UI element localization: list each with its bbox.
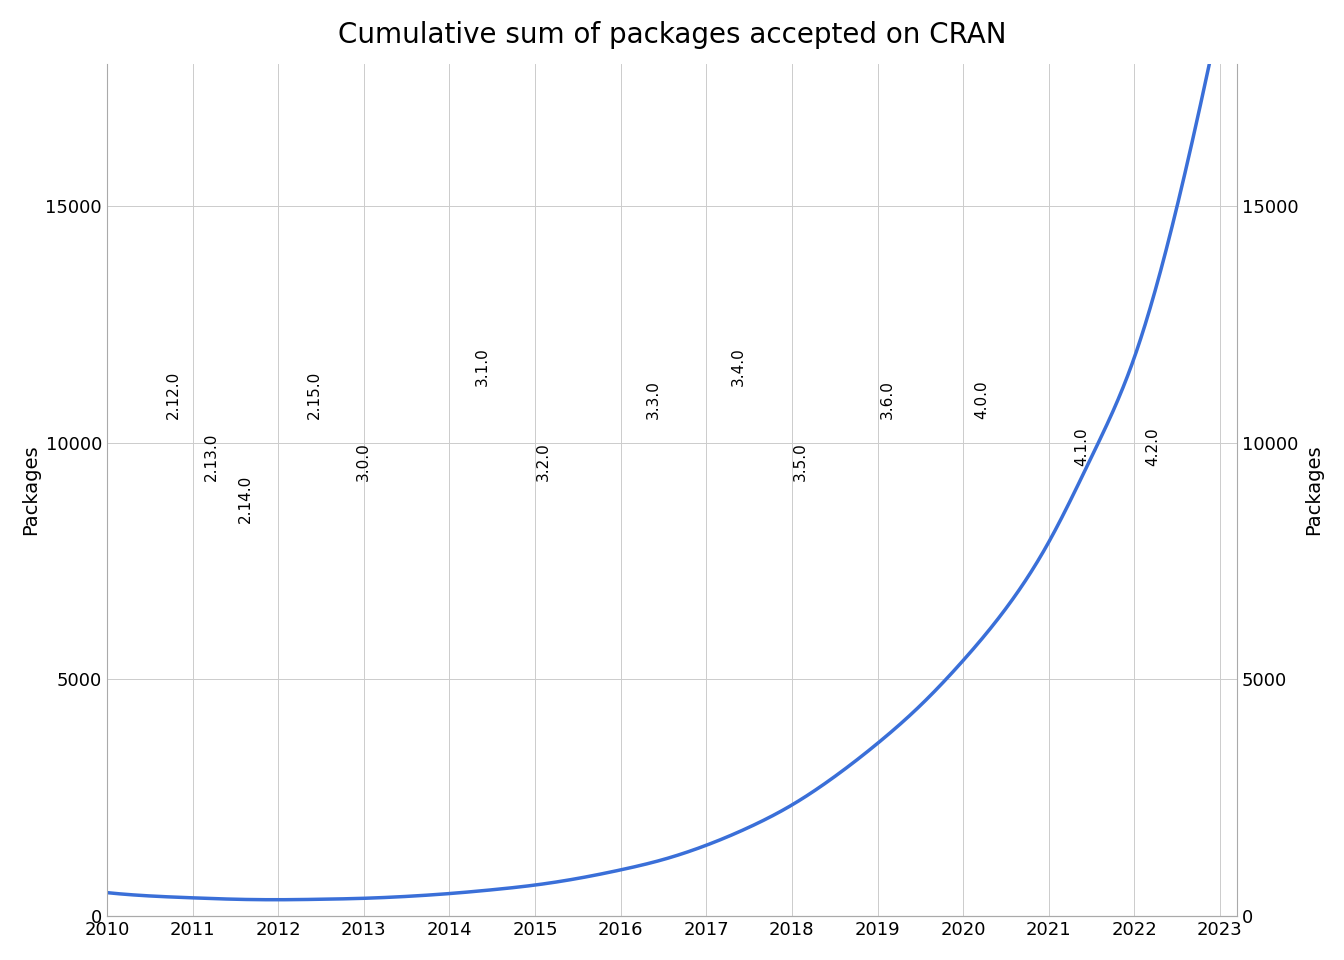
Text: 3.0.0: 3.0.0 <box>356 442 371 481</box>
Text: 4.2.0: 4.2.0 <box>1145 427 1161 467</box>
Y-axis label: Packages: Packages <box>22 444 40 536</box>
Text: 3.5.0: 3.5.0 <box>793 442 808 481</box>
Y-axis label: Packages: Packages <box>1304 444 1322 536</box>
Text: 3.2.0: 3.2.0 <box>536 442 551 481</box>
Text: 4.0.0: 4.0.0 <box>974 380 989 419</box>
Text: 3.3.0: 3.3.0 <box>645 380 661 419</box>
Text: 2.14.0: 2.14.0 <box>238 475 253 523</box>
Text: 2.15.0: 2.15.0 <box>306 371 321 419</box>
Text: 2.12.0: 2.12.0 <box>167 371 181 419</box>
Text: 3.1.0: 3.1.0 <box>474 347 489 386</box>
Text: 2.13.0: 2.13.0 <box>204 432 219 481</box>
Text: 4.1.0: 4.1.0 <box>1074 427 1089 467</box>
Title: Cumulative sum of packages accepted on CRAN: Cumulative sum of packages accepted on C… <box>337 21 1007 49</box>
Text: 3.6.0: 3.6.0 <box>880 380 895 419</box>
Text: 3.4.0: 3.4.0 <box>731 347 746 386</box>
